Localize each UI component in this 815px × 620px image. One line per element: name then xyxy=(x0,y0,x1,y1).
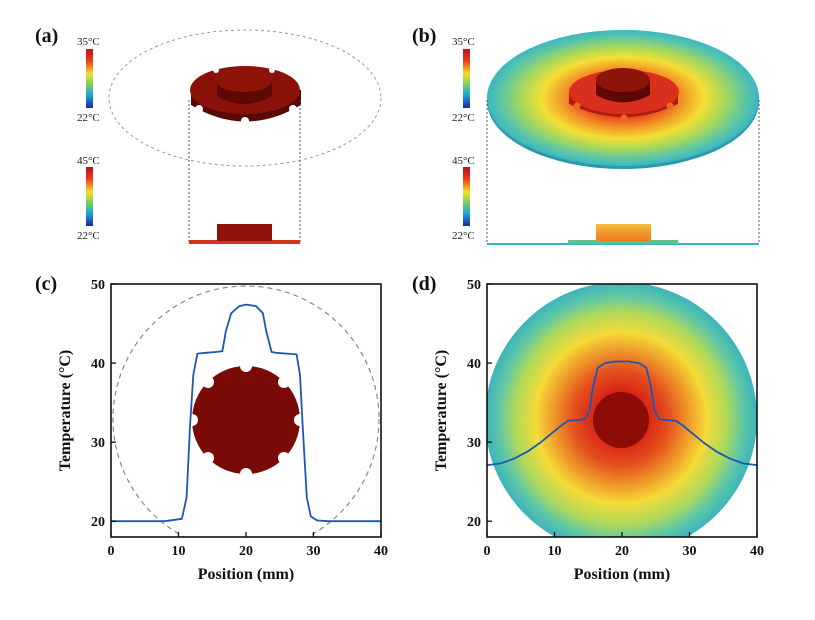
panel-b-top-scale-max: 35°C xyxy=(452,36,475,48)
panel-a-bottom-scale-max: 45°C xyxy=(77,155,100,167)
panel-b: (b) 35°C 22°C 45°C 22°C xyxy=(412,25,760,245)
panel-d-disk-top xyxy=(487,284,757,537)
panel-a-bottom-colorbar xyxy=(86,167,93,226)
panel-a-top-scale-max: 35°C xyxy=(77,36,100,48)
panel-c-y-axis-title: Temperature (°C) xyxy=(57,350,74,471)
panel-a-bottom-scale-min: 22°C xyxy=(77,230,100,242)
panel-c-y-tick-label: 50 xyxy=(91,278,105,293)
panel-b-top-scale-min: 22°C xyxy=(452,112,475,124)
panel-d-series-line-0 xyxy=(486,360,758,466)
panel-c-device-top xyxy=(186,360,306,480)
panel-b-bottom-scale-max: 45°C xyxy=(452,155,475,167)
panel-d-x-tick-label: 30 xyxy=(683,544,697,559)
panel-c-x-tick-label: 30 xyxy=(307,544,321,559)
panel-b-top-colorbar xyxy=(463,49,470,108)
panel-c-x-tick-label: 10 xyxy=(172,544,186,559)
panel-d-x-tick-label: 40 xyxy=(750,544,764,559)
panel-c-series-line-0 xyxy=(111,303,381,523)
panel-a-top-scale-min: 22°C xyxy=(77,112,100,124)
panel-d-y-axis-title: Temperature (°C) xyxy=(433,350,450,471)
panel-d-x-tick-label: 10 xyxy=(548,544,562,559)
panel-a: (a) 35°C 22°C 45°C 22°C xyxy=(35,25,382,244)
panel-b-device-3d xyxy=(569,68,679,122)
panel-c-x-tick-label: 20 xyxy=(239,544,253,559)
panel-c-plot: 0 10 20 30 40 20 30 40 50 Position (mm) Temperatur… xyxy=(57,278,388,583)
panel-d-x-tick-label: 20 xyxy=(615,544,629,559)
panel-a-cross-section xyxy=(189,224,300,244)
panel-d-x-tick-label: 0 xyxy=(484,544,491,559)
panel-b-cross-section xyxy=(487,224,759,245)
panel-d-label: (d) xyxy=(412,273,436,295)
panel-c-y-tick-label: 20 xyxy=(91,515,105,530)
panel-c-x-axis-title: Position (mm) xyxy=(198,566,294,583)
panel-a-label: (a) xyxy=(35,25,58,47)
panel-a-disk-outline xyxy=(108,29,382,167)
panel-b-bottom-colorbar xyxy=(463,167,470,226)
panel-b-bottom-scale-min: 22°C xyxy=(452,230,475,242)
panel-c-disk-outline xyxy=(112,285,380,537)
panel-d: (d) 0 10 20 30 40 20 30 40 50 Position (mm) Temper… xyxy=(412,273,764,583)
panel-c: (c) 0 10 20 30 40 20 30 40 50 Position (mm) Temper… xyxy=(35,273,388,583)
panel-c-y-tick-label: 30 xyxy=(91,436,105,451)
panel-c-x-tick-label: 0 xyxy=(108,544,115,559)
panel-d-y-tick-label: 50 xyxy=(467,278,481,293)
panel-a-top-colorbar xyxy=(86,49,93,108)
panel-b-label: (b) xyxy=(412,25,436,47)
panel-d-y-tick-label: 30 xyxy=(467,436,481,451)
panel-d-y-tick-label: 40 xyxy=(467,357,481,372)
panel-c-x-tick-label: 40 xyxy=(374,544,388,559)
panel-c-label: (c) xyxy=(35,273,57,295)
panel-d-x-axis-title: Position (mm) xyxy=(574,566,670,583)
panel-a-device-3d xyxy=(190,66,301,125)
panel-d-plot: 0 10 20 30 40 20 30 40 50 Position (mm) Temperatur… xyxy=(433,278,764,583)
panel-c-y-tick-label: 40 xyxy=(91,357,105,372)
panel-d-y-tick-label: 20 xyxy=(467,515,481,530)
